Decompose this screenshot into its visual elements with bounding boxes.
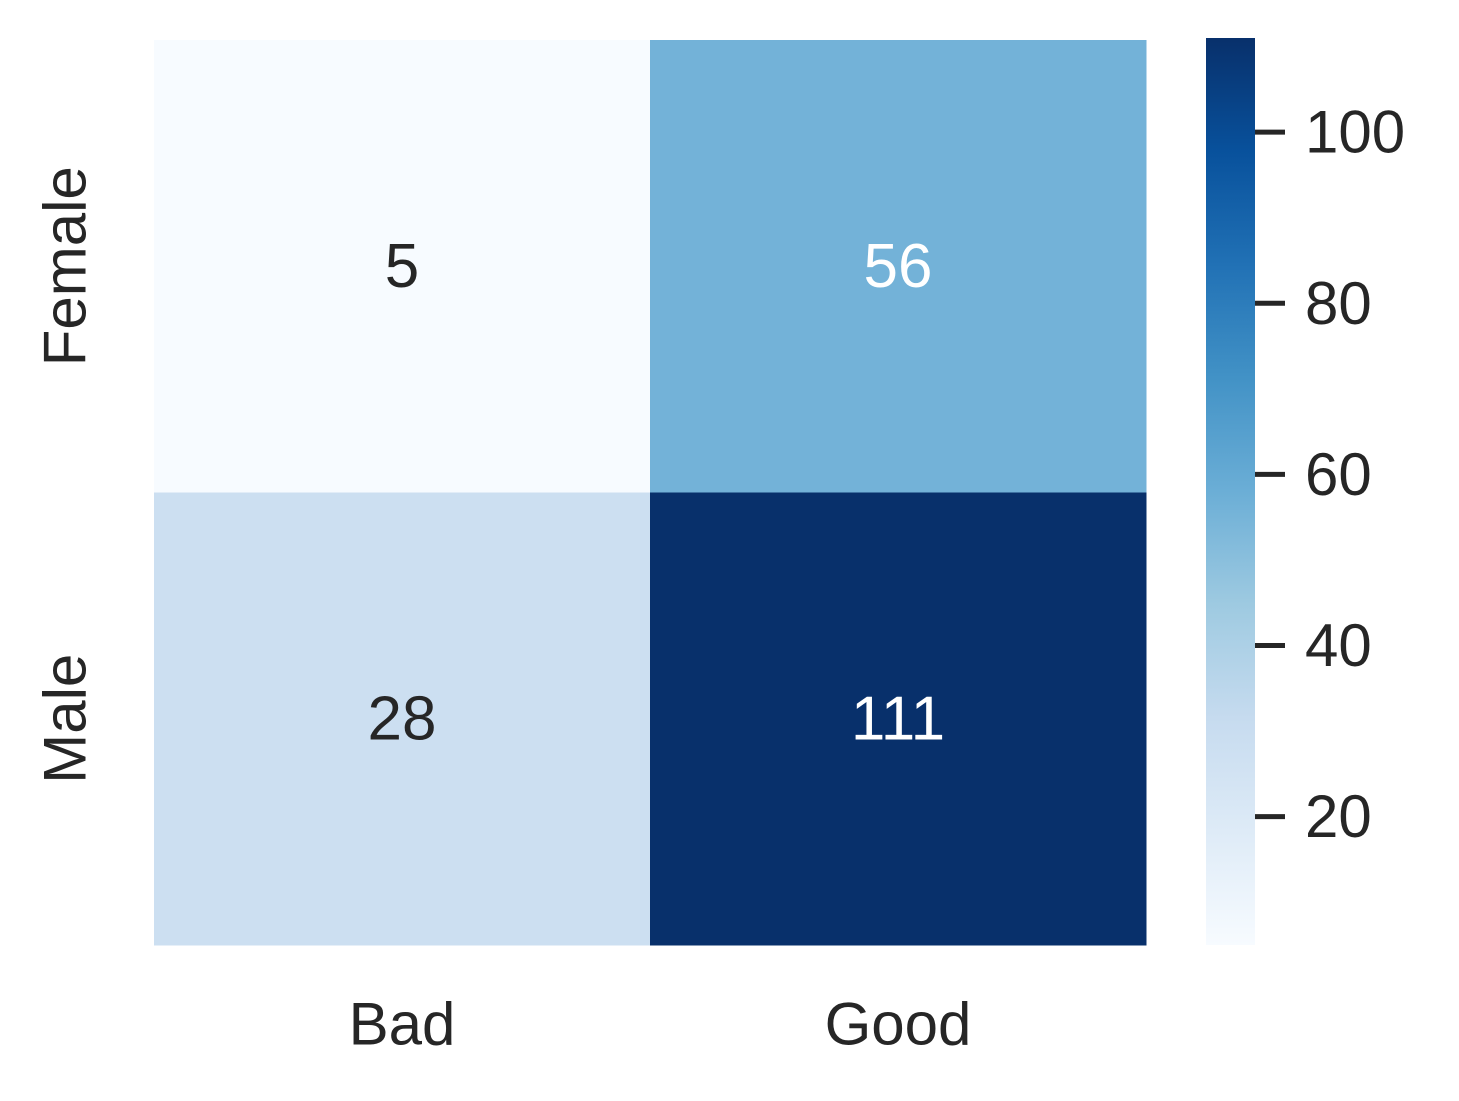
heatmap-cell-male-good (650, 492, 1147, 946)
colorbar-tick-label: 60 (1305, 441, 1372, 508)
x-tick-label-good: Good (825, 991, 972, 1058)
x-axis-tick-labels: Bad Good (349, 991, 972, 1058)
y-axis-tick-labels: Female Male (32, 166, 99, 784)
colorbar-tick-label: 100 (1305, 99, 1405, 166)
cell-value-label: 28 (368, 684, 437, 753)
heatmap-cell-labels: 5 56 28 111 (368, 232, 946, 754)
y-tick-label-female: Female (32, 166, 99, 366)
colorbar (1206, 38, 1255, 945)
colorbar-ticks: 20 40 60 80 100 (1255, 99, 1405, 850)
cell-value-label: 5 (385, 232, 419, 301)
colorbar-tick-label: 40 (1305, 612, 1372, 679)
colorbar-tick-label: 20 (1305, 783, 1372, 850)
cell-value-label: 111 (851, 684, 945, 753)
x-tick-label-bad: Bad (349, 991, 456, 1058)
y-tick-label-male: Male (32, 654, 99, 784)
heatmap-cell-female-good (650, 40, 1147, 493)
heatmap-cell-female-bad (154, 40, 651, 493)
cell-value-label: 56 (864, 232, 933, 301)
heatmap-cells (154, 40, 1147, 946)
colorbar-tick-label: 80 (1305, 270, 1372, 337)
heatmap-cell-male-bad (154, 492, 651, 946)
